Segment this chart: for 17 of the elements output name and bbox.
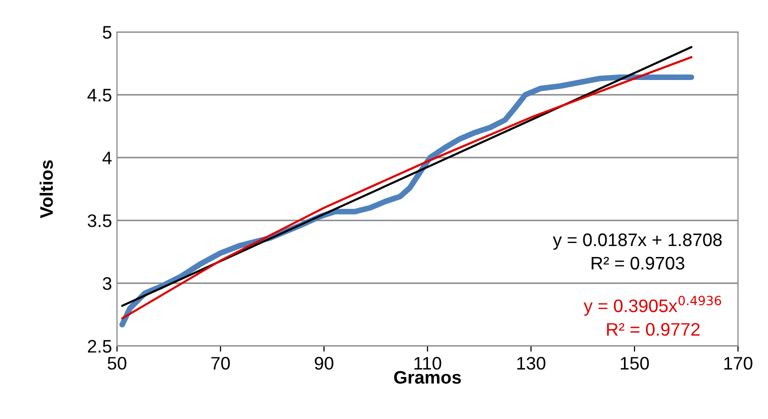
text: y = 0.0187x + 1.8708 R² = 0.9703	[552, 233, 722, 270]
x-tick-label: 70	[211, 356, 230, 370]
x-axis-title: Gramos	[394, 370, 461, 384]
y-tick-label: 4	[102, 152, 112, 164]
x-tick-label: 150	[620, 356, 649, 370]
x-tick-label: 170	[724, 356, 752, 370]
y-tick-label: 3	[102, 277, 112, 290]
y-tick-label: 4.5	[87, 88, 112, 102]
x-tick-label: 110	[414, 356, 442, 370]
y-tick-label: 2.5	[88, 340, 112, 353]
y-tick-label: 3.5	[88, 214, 112, 228]
x-tick-label: 130	[517, 356, 546, 370]
text: y = 0.3905x$^{0.4936}$ R² = 0.9772	[584, 296, 722, 336]
x-tick-label: 90	[314, 356, 334, 370]
y-axis-title: Voltios	[40, 160, 53, 218]
x-tick-label: 50	[108, 356, 126, 370]
y-tick-label: 5	[102, 26, 112, 39]
